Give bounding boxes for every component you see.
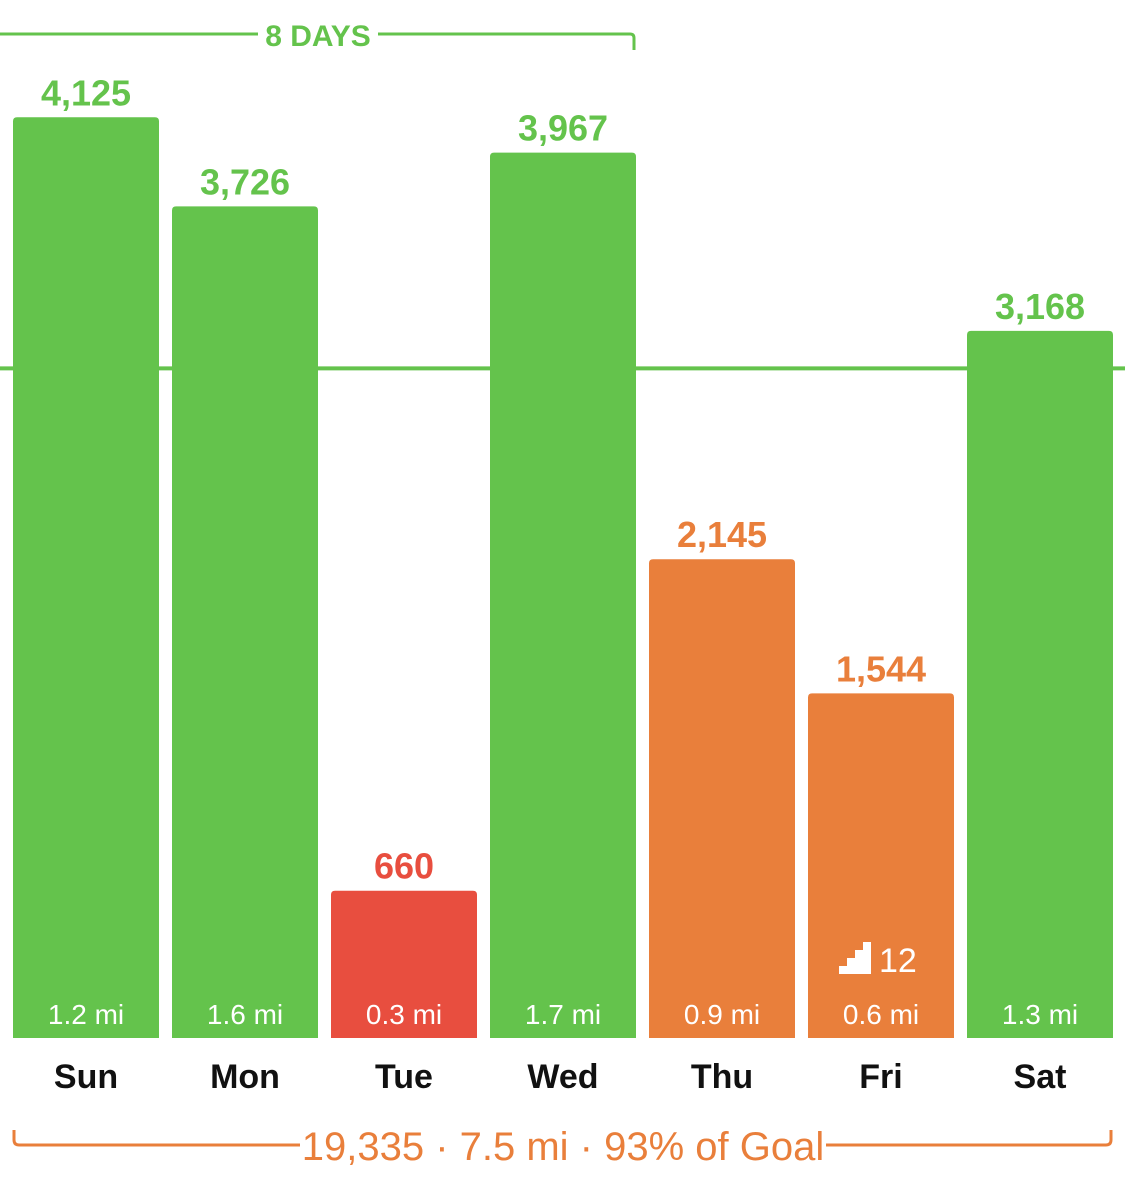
streak-bracket: 8 DAYS [0,20,636,53]
distance-label-wed: 1.7 mi [525,999,601,1030]
labels-group: 4,125 1.2 mi Sun 3,726 1.6 mi Mon 660 0.3 mi Tue… [41,72,1085,1096]
distance-label-sun: 1.2 mi [48,999,124,1030]
summary-bracket-line [12,1130,1113,1147]
bars-group [13,117,1113,1039]
bar-tue[interactable] [331,890,477,1038]
stairs-icon [839,942,871,974]
bar-wed[interactable] [490,152,636,1038]
floors-indicator: 12 [839,942,917,980]
value-label-wed: 3,967 [518,108,608,149]
value-label-sun: 4,125 [41,72,131,113]
bar-mon[interactable] [172,206,318,1038]
bar-sun[interactable] [13,117,159,1039]
distance-label-tue: 0.3 mi [366,999,442,1030]
distance-label-thu: 0.9 mi [684,999,760,1030]
day-label-fri: Fri [859,1058,902,1096]
streak-label: 8 DAYS [265,20,371,53]
distance-label-fri: 0.6 mi [843,999,919,1030]
summary-text: 19,335 · 7.5 mi · 93% of Goal [302,1125,825,1169]
value-label-mon: 3,726 [200,161,290,202]
value-label-sat: 3,168 [995,286,1085,327]
day-label-tue: Tue [375,1058,433,1096]
summary-bracket: 19,335 · 7.5 mi · 93% of Goal [12,1125,1113,1169]
distance-label-mon: 1.6 mi [207,999,283,1030]
day-label-mon: Mon [210,1058,280,1096]
streak-bracket-line [0,32,636,50]
floors-count: 12 [879,942,917,980]
value-label-thu: 2,145 [677,514,767,555]
day-label-thu: Thu [691,1058,753,1096]
bar-thu[interactable] [649,559,795,1038]
day-label-wed: Wed [527,1058,598,1096]
bar-sat[interactable] [967,330,1113,1038]
value-label-tue: 660 [374,846,434,887]
value-label-fri: 1,544 [836,648,926,689]
bar-fri[interactable] [808,693,954,1038]
day-label-sat: Sat [1014,1058,1067,1096]
day-label-sun: Sun [54,1058,118,1096]
distance-label-sat: 1.3 mi [1002,999,1078,1030]
